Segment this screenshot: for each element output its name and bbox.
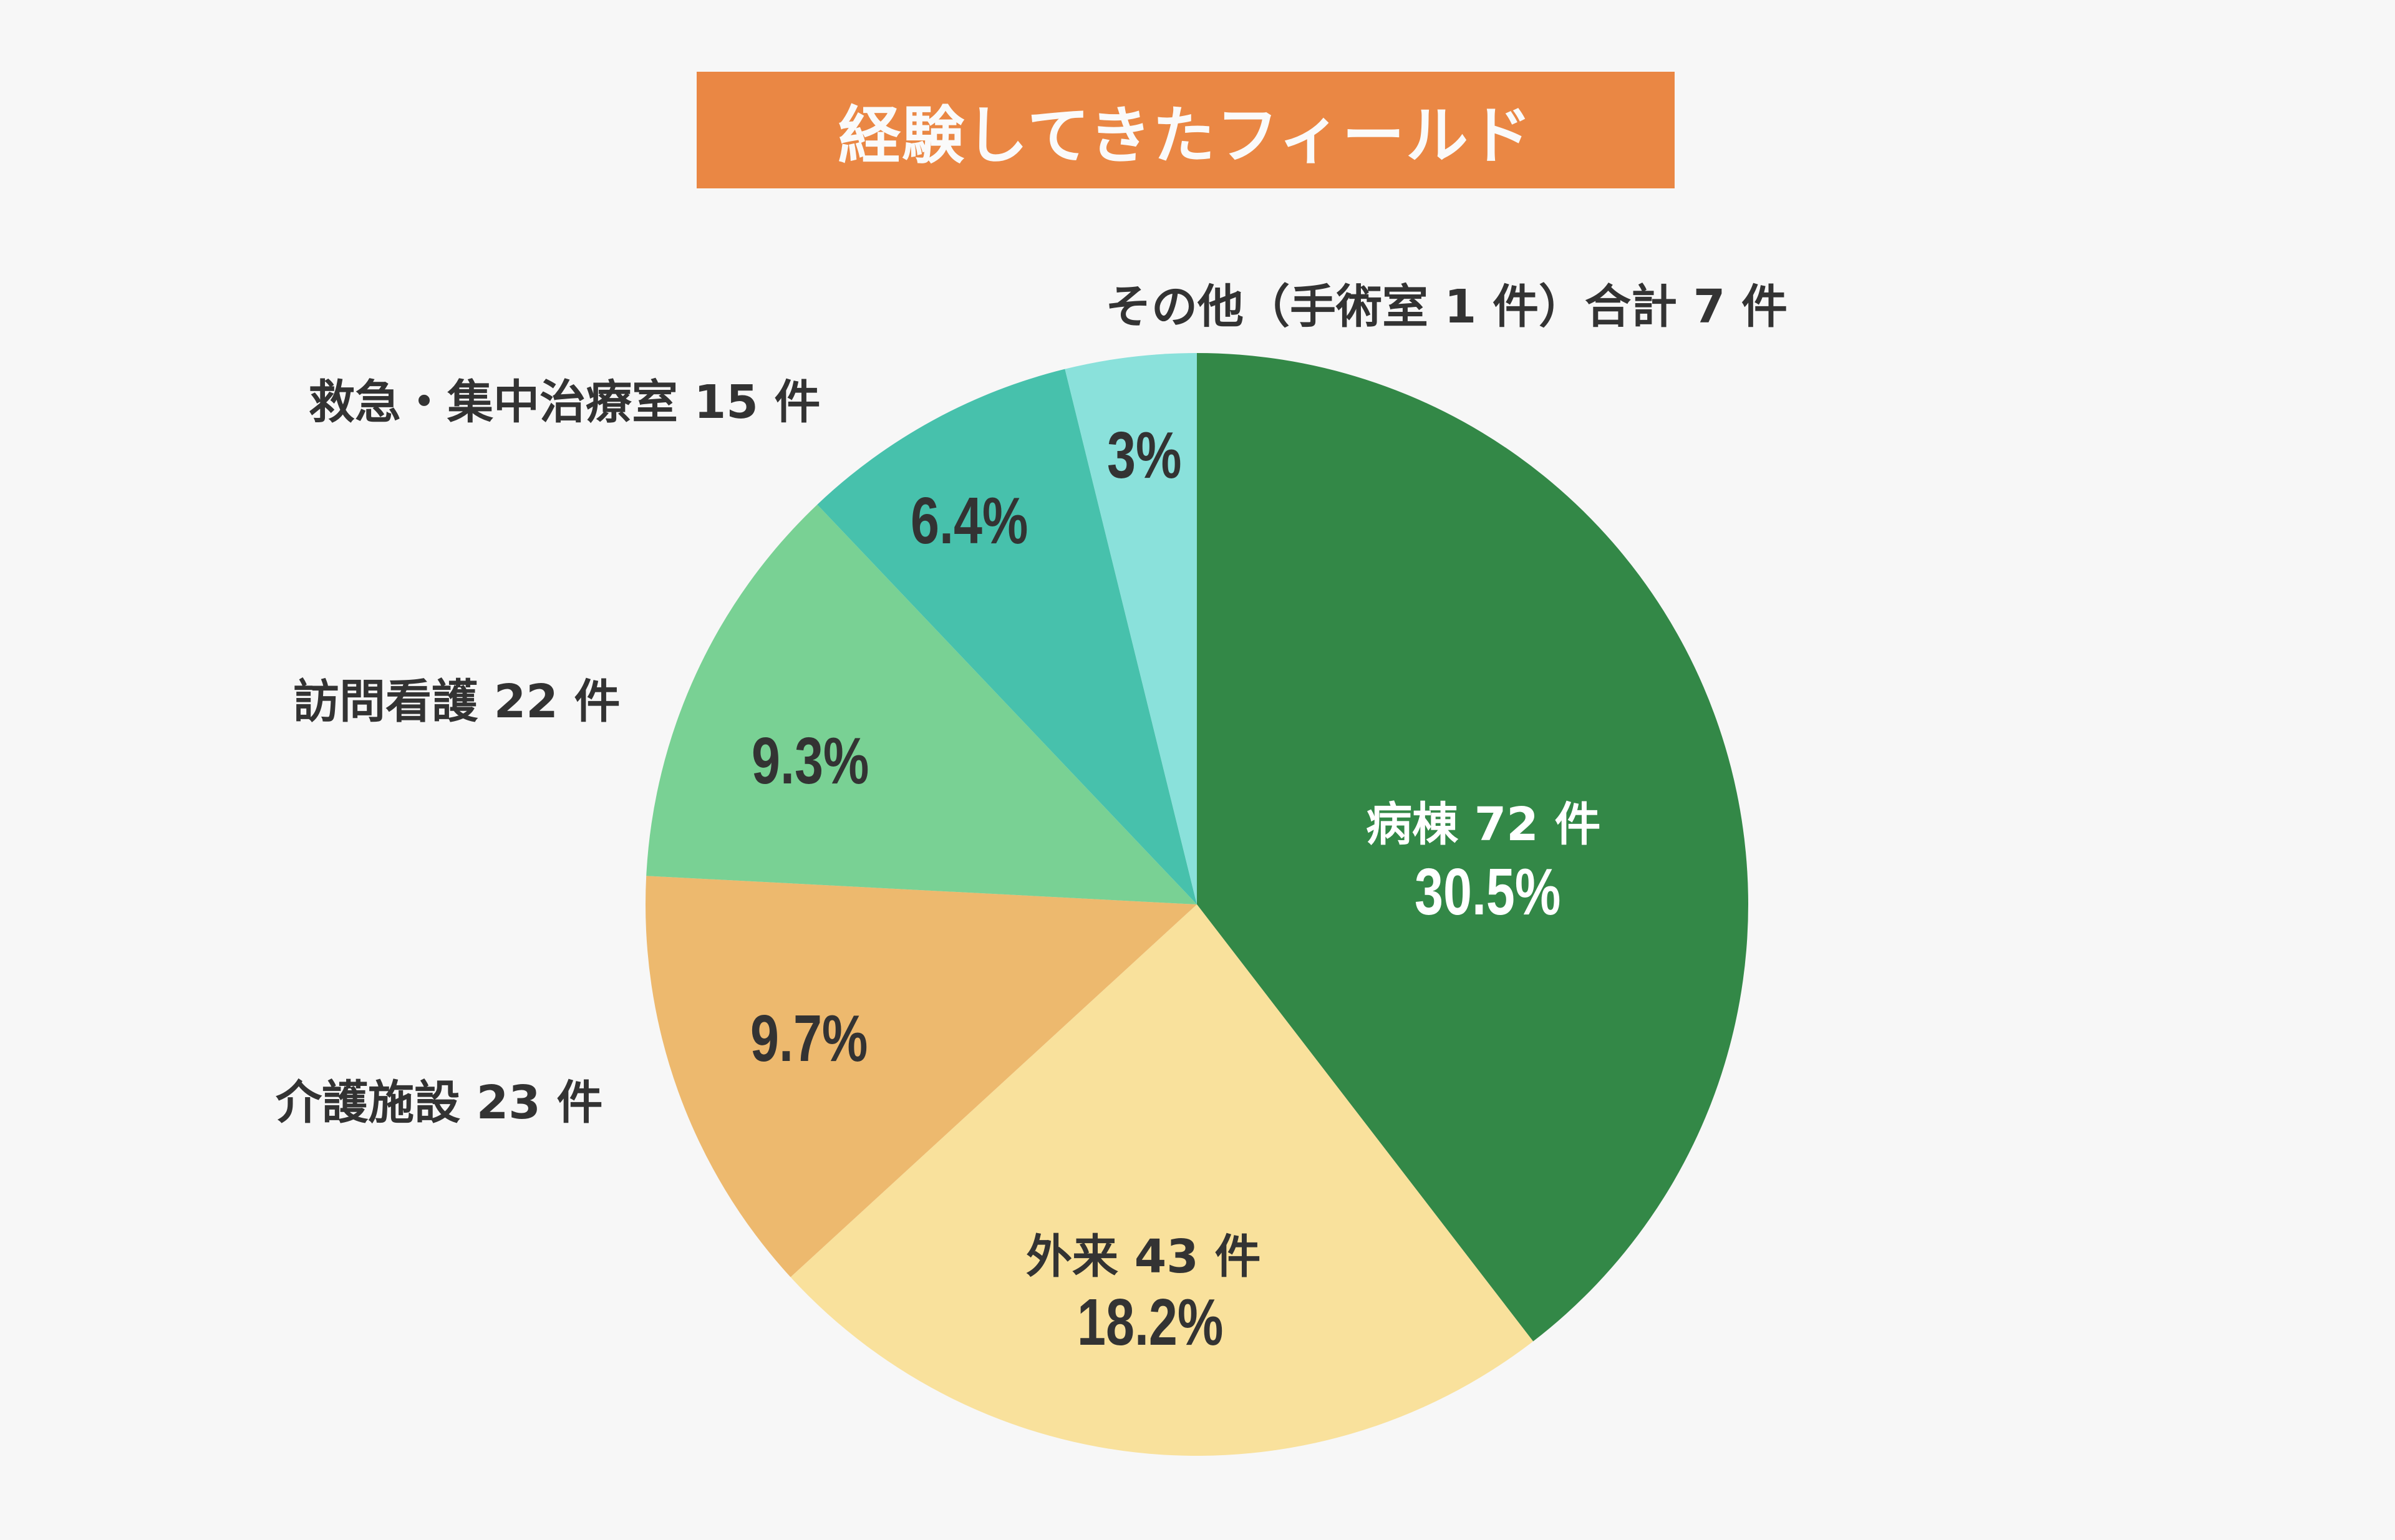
label-kaigo: 介護施設 23 件	[276, 1076, 603, 1130]
chart-title: 経験してきたフィールド	[838, 99, 1533, 172]
slice-kyukyu	[817, 369, 1197, 904]
label-gairai: 外来 43 件	[1026, 1230, 1261, 1284]
slice-byoto	[1197, 353, 1749, 1342]
slice-kaigo	[646, 876, 1197, 1277]
slice-gairai	[790, 904, 1534, 1456]
label-houmon: 訪問看護 22 件	[293, 675, 621, 729]
pct-houmon: 9.3%	[752, 724, 869, 798]
label-kyukyu: 救急・集中治療室 15 件	[309, 375, 821, 429]
pct-byoto: 30.5%	[1415, 855, 1561, 929]
label-byoto: 病棟 72 件	[1366, 798, 1601, 851]
label-other: その他（手術室 1 件）合計 7 件	[1105, 280, 1788, 334]
pct-other: 3%	[1107, 419, 1182, 492]
slice-houmon	[646, 504, 1197, 904]
slice-other	[1065, 353, 1197, 904]
pct-gairai: 18.2%	[1077, 1286, 1224, 1359]
chart-title-banner: 経験してきたフィールド	[697, 72, 1675, 188]
pct-kaigo: 9.7%	[750, 1002, 868, 1075]
pct-kyukyu: 6.4%	[911, 484, 1028, 558]
